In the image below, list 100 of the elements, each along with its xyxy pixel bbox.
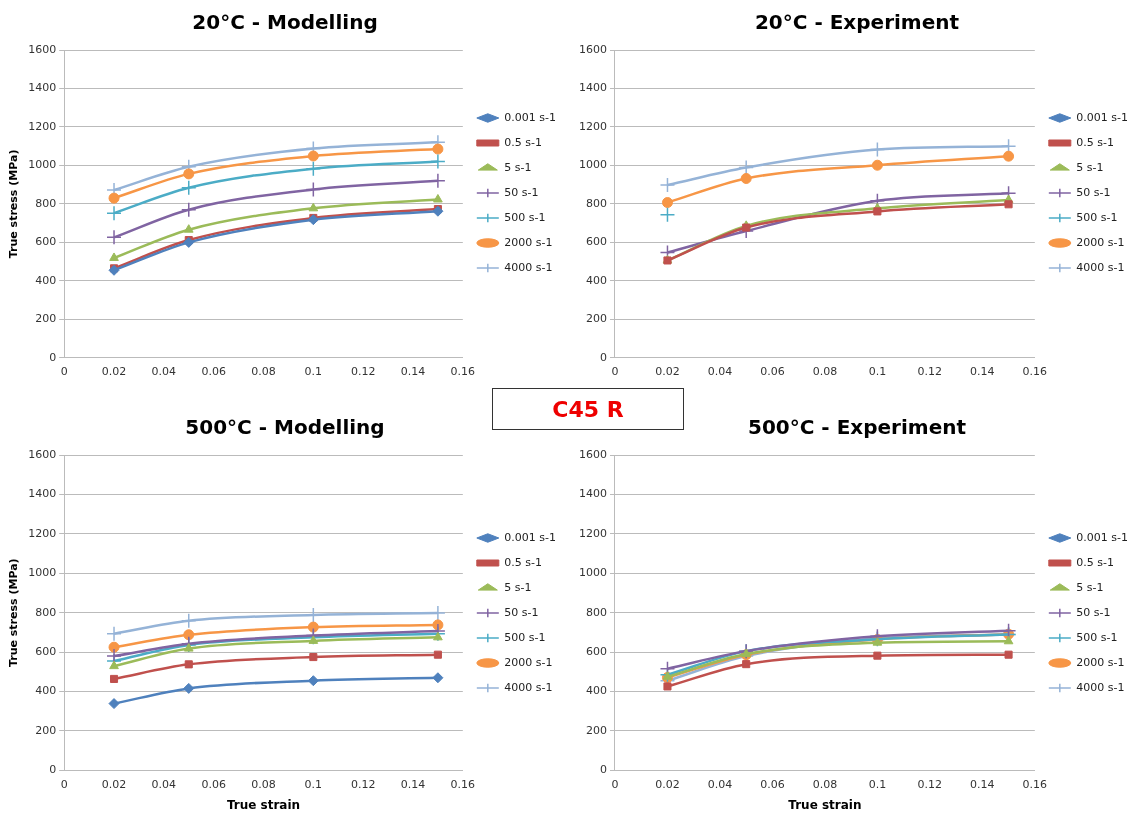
y-tick-label: 800 xyxy=(585,196,607,210)
x-tick-label: 0.06 xyxy=(760,365,785,379)
y-tick-label: 600 xyxy=(585,644,607,658)
y-tick-label: 1400 xyxy=(28,81,57,95)
x-tick-label: 0.14 xyxy=(970,777,995,791)
y-tick-label: 200 xyxy=(35,312,57,326)
y-tick-label: 1400 xyxy=(578,487,607,501)
y-tick-label: 400 xyxy=(35,273,57,287)
chart-title: 20°C - Experiment xyxy=(754,10,960,35)
x-tick-label: 0.02 xyxy=(655,365,680,379)
y-tick-label: 200 xyxy=(35,723,57,737)
x-axis-title: True strain xyxy=(788,797,862,812)
legend-label: 50 s-1 xyxy=(1076,605,1111,619)
y-tick-label: 1400 xyxy=(578,81,607,95)
y-tick-label: 600 xyxy=(585,235,607,249)
y-tick-label: 1600 xyxy=(28,42,57,56)
legend-label: 5 s-1 xyxy=(1076,580,1104,594)
x-tick-label: 0.02 xyxy=(655,777,680,791)
chart-title: 20°C - Modelling xyxy=(192,10,378,35)
x-tick-label: 0.12 xyxy=(917,777,943,791)
legend-label: 0.001 s-1 xyxy=(1076,530,1128,544)
x-tick-label: 0.1 xyxy=(868,365,887,379)
legend-label: 5 s-1 xyxy=(1076,160,1104,174)
x-tick-label: 0.02 xyxy=(101,365,127,379)
y-axis-title: True stress (MPa) xyxy=(7,149,21,259)
chart-title: 500°C - Experiment xyxy=(747,415,967,440)
x-tick-label: 0.16 xyxy=(1022,365,1048,379)
x-axis-title: True strain xyxy=(226,797,301,812)
x-tick-label: 0.08 xyxy=(251,777,276,791)
x-tick-label: 0.16 xyxy=(450,777,476,791)
legend-label: 4000 s-1 xyxy=(1076,260,1125,274)
legend-label: 4000 s-1 xyxy=(504,260,553,274)
x-tick-label: 0.1 xyxy=(304,777,323,791)
x-tick-label: 0.16 xyxy=(1022,777,1048,791)
y-tick-label: 1000 xyxy=(28,158,57,172)
y-tick-label: 200 xyxy=(585,723,607,737)
legend-label: 0.5 s-1 xyxy=(1076,135,1115,149)
legend-label: 2000 s-1 xyxy=(504,655,553,669)
x-tick-label: 0.14 xyxy=(970,365,995,379)
legend-label: 4000 s-1 xyxy=(504,680,553,694)
x-tick-label: 0.12 xyxy=(917,365,943,379)
legend-label: 0.5 s-1 xyxy=(504,135,543,149)
y-tick-label: 200 xyxy=(585,312,607,326)
y-tick-label: 0 xyxy=(49,763,57,777)
legend-label: 0.001 s-1 xyxy=(504,530,556,544)
x-tick-label: 0.04 xyxy=(151,777,177,791)
y-tick-label: 800 xyxy=(585,605,607,619)
y-tick-label: 400 xyxy=(35,684,57,698)
y-axis-title: True stress (MPa) xyxy=(7,558,21,668)
y-tick-label: 0 xyxy=(599,350,607,364)
y-tick-label: 1600 xyxy=(28,447,57,461)
x-tick-label: 0 xyxy=(60,777,68,791)
x-tick-label: 0 xyxy=(60,365,68,379)
legend-label: 2000 s-1 xyxy=(504,235,553,249)
x-tick-label: 0.14 xyxy=(400,777,426,791)
x-tick-label: 0.04 xyxy=(707,777,733,791)
legend-label: 500 s-1 xyxy=(504,210,546,224)
text: C45 R xyxy=(492,388,684,430)
legend-label: 50 s-1 xyxy=(1076,185,1111,199)
legend-label: 50 s-1 xyxy=(504,605,539,619)
legend-label: 50 s-1 xyxy=(504,185,539,199)
legend-label: 4000 s-1 xyxy=(1076,680,1125,694)
legend-label: 2000 s-1 xyxy=(1076,655,1125,669)
x-tick-label: 0.06 xyxy=(201,365,226,379)
x-tick-label: 0.16 xyxy=(450,365,476,379)
y-tick-label: 1000 xyxy=(28,566,57,580)
y-tick-label: 1200 xyxy=(578,119,607,133)
y-tick-label: 0 xyxy=(49,350,57,364)
y-tick-label: 1200 xyxy=(578,526,607,540)
y-tick-label: 800 xyxy=(35,196,57,210)
x-tick-label: 0.02 xyxy=(101,777,127,791)
chart-title: 500°C - Modelling xyxy=(185,415,385,440)
x-tick-label: 0.08 xyxy=(812,365,838,379)
x-tick-label: 0.14 xyxy=(400,365,426,379)
y-tick-label: 1000 xyxy=(578,566,607,580)
y-tick-label: 600 xyxy=(35,644,57,658)
x-tick-label: 0.06 xyxy=(760,777,785,791)
legend-label: 2000 s-1 xyxy=(1076,235,1125,249)
x-tick-label: 0.04 xyxy=(707,365,733,379)
legend-label: 500 s-1 xyxy=(1076,630,1118,644)
legend-label: 0.001 s-1 xyxy=(1076,110,1128,124)
y-tick-label: 1200 xyxy=(28,526,57,540)
x-tick-label: 0.12 xyxy=(350,777,376,791)
legend-label: 5 s-1 xyxy=(504,160,532,174)
x-tick-label: 0 xyxy=(611,777,619,791)
x-tick-label: 0.1 xyxy=(868,777,887,791)
y-tick-label: 1200 xyxy=(28,119,57,133)
legend-label: 5 s-1 xyxy=(504,580,532,594)
y-tick-label: 1000 xyxy=(578,158,607,172)
y-tick-label: 600 xyxy=(35,235,57,249)
y-tick-label: 1400 xyxy=(28,487,57,501)
y-tick-label: 0 xyxy=(599,763,607,777)
legend-label: 500 s-1 xyxy=(504,630,546,644)
y-tick-label: 400 xyxy=(585,273,607,287)
x-tick-label: 0 xyxy=(611,365,619,379)
x-tick-label: 0.04 xyxy=(151,365,177,379)
y-tick-label: 1600 xyxy=(578,42,607,56)
x-tick-label: 0.08 xyxy=(251,365,276,379)
legend-label: 0.5 s-1 xyxy=(504,555,543,569)
x-tick-label: 0.08 xyxy=(812,777,838,791)
